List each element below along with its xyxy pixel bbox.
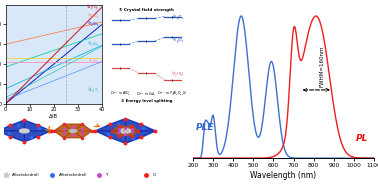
Polygon shape xyxy=(24,131,51,142)
Circle shape xyxy=(69,130,77,132)
Polygon shape xyxy=(73,124,92,131)
Text: $^4T_1/G_s$: $^4T_1/G_s$ xyxy=(87,11,100,21)
Text: $^4T_1/G_s$: $^4T_1/G_s$ xyxy=(87,39,100,49)
Text: $^2E_g/T_s$: $^2E_g/T_s$ xyxy=(172,13,185,24)
Text: FWHM=160nm: FWHM=160nm xyxy=(319,46,324,87)
Polygon shape xyxy=(0,131,24,142)
Text: $^4A_2/G_s$: $^4A_2/G_s$ xyxy=(87,2,100,11)
Text: ① Crystal field strength: ① Crystal field strength xyxy=(119,8,174,12)
Polygon shape xyxy=(64,124,82,131)
Text: $^4T_2/G_s$: $^4T_2/G_s$ xyxy=(87,19,100,29)
Polygon shape xyxy=(112,126,125,131)
Text: PLE: PLE xyxy=(196,123,214,132)
Text: $Cr^{3+}$in $CaL$: $Cr^{3+}$in $CaL$ xyxy=(136,90,156,98)
Polygon shape xyxy=(119,126,132,131)
Text: Al(octahedral): Al(octahedral) xyxy=(12,174,40,177)
Polygon shape xyxy=(96,119,155,143)
Polygon shape xyxy=(0,120,51,142)
Text: Al(tetrahedral): Al(tetrahedral) xyxy=(59,174,88,177)
Polygon shape xyxy=(112,126,138,136)
Polygon shape xyxy=(54,124,92,138)
Text: Y: Y xyxy=(106,174,108,177)
Polygon shape xyxy=(96,131,125,143)
Polygon shape xyxy=(125,126,138,131)
Text: $^2E/G_s$: $^2E/G_s$ xyxy=(88,56,100,66)
Circle shape xyxy=(20,129,29,133)
Polygon shape xyxy=(73,131,92,138)
FancyArrowPatch shape xyxy=(94,124,99,127)
Text: +: + xyxy=(43,125,54,137)
Text: $^2E_g/G_s$: $^2E_g/G_s$ xyxy=(172,35,185,46)
Text: PL: PL xyxy=(356,134,369,143)
Polygon shape xyxy=(0,120,24,131)
Polygon shape xyxy=(112,131,125,136)
Text: $Cr^{3+}$in $Y_3Al_5O_{12}Si$: $Cr^{3+}$in $Y_3Al_5O_{12}Si$ xyxy=(157,90,188,98)
X-axis label: Wavelength (nm): Wavelength (nm) xyxy=(251,171,316,180)
Polygon shape xyxy=(125,131,138,136)
Text: ② Energy level splitting: ② Energy level splitting xyxy=(121,99,172,103)
Circle shape xyxy=(120,129,131,133)
Text: $Cr^{3+}$in $AlO_6$: $Cr^{3+}$in $AlO_6$ xyxy=(110,90,131,98)
X-axis label: Δ/B: Δ/B xyxy=(50,114,58,119)
Polygon shape xyxy=(125,131,155,143)
Text: $^4T_2(P_s)$: $^4T_2(P_s)$ xyxy=(171,69,185,78)
Circle shape xyxy=(123,130,128,132)
Polygon shape xyxy=(119,131,132,136)
Text: O: O xyxy=(153,174,156,177)
Polygon shape xyxy=(54,131,73,138)
Polygon shape xyxy=(125,119,155,131)
Polygon shape xyxy=(64,131,82,138)
Polygon shape xyxy=(96,119,125,131)
Polygon shape xyxy=(54,124,73,131)
Polygon shape xyxy=(24,120,51,131)
Text: $^4A_2/T_s$: $^4A_2/T_s$ xyxy=(87,85,100,95)
